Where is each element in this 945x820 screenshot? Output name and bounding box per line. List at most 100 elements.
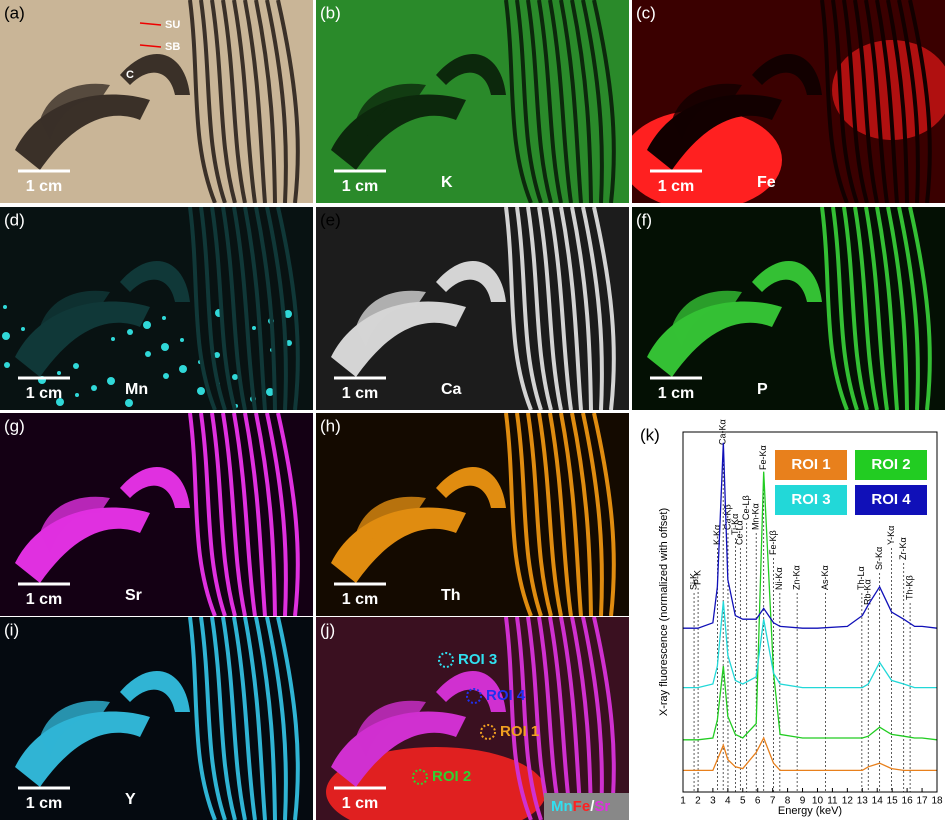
claw [436, 466, 506, 508]
feather [908, 0, 932, 203]
speck [111, 337, 115, 341]
x-tick-label: 13 [857, 796, 869, 807]
legend-part: / [590, 798, 595, 815]
feather [515, 0, 543, 203]
feather [243, 0, 267, 203]
speck [21, 327, 25, 331]
speck [161, 343, 169, 351]
x-tick-label: 10 [812, 796, 824, 807]
feather [570, 0, 593, 203]
element-label: Y [125, 791, 136, 808]
x-tick-label: 6 [755, 796, 761, 807]
scale-label: 1 cm [26, 385, 62, 402]
feather [265, 0, 288, 203]
feather [875, 207, 899, 410]
plot-frame [682, 431, 938, 793]
spectrum-line [683, 601, 937, 689]
feather [188, 0, 217, 203]
red-patch [326, 747, 546, 820]
legend-label: ROI 4 [871, 491, 911, 508]
claw [40, 700, 110, 757]
scale-label: 1 cm [26, 178, 62, 195]
panel-background [0, 207, 313, 410]
feather [853, 0, 879, 203]
panel-label: (i) [4, 620, 19, 639]
scale-label: 1 cm [26, 591, 62, 608]
claw [120, 260, 190, 302]
feather [188, 207, 217, 410]
x-tick-label: 3 [710, 796, 716, 807]
peak-label: Th-Kβ [904, 575, 914, 600]
speck [232, 374, 238, 380]
feather [537, 0, 563, 203]
speck [286, 340, 292, 346]
scale-label: 1 cm [342, 591, 378, 608]
feather [232, 207, 257, 410]
claw [40, 83, 110, 140]
feather [199, 207, 227, 410]
image-panel: (d) 1 cm Mn [0, 207, 313, 410]
element-label: Sr [125, 587, 142, 604]
feather [897, 0, 920, 203]
annotation: SU [165, 19, 180, 31]
x-tick-label: 5 [740, 796, 746, 807]
feather [864, 207, 889, 410]
claw [436, 260, 506, 302]
legend-label: ROI 1 [791, 456, 830, 473]
feather [254, 413, 277, 616]
roi-circle [480, 724, 496, 740]
feather [243, 207, 267, 410]
feather [254, 0, 277, 203]
panel-label: (c) [636, 3, 656, 22]
peak-label: Ca-Kβ [722, 504, 732, 530]
legend-swatch [855, 450, 927, 480]
feather [210, 207, 237, 410]
feather [199, 617, 227, 820]
speck [214, 352, 220, 358]
x-tick-label: 9 [800, 796, 806, 807]
speck [145, 351, 151, 357]
element-label: Th [441, 587, 461, 604]
feather [526, 207, 553, 410]
legend-swatch [775, 485, 847, 515]
feather [831, 0, 859, 203]
claw [752, 260, 822, 302]
feather [592, 207, 616, 410]
speck [3, 305, 7, 309]
feather [199, 413, 227, 616]
feather [210, 617, 237, 820]
speck [163, 373, 169, 379]
feather [276, 207, 300, 410]
speck [107, 377, 115, 385]
y-axis-label: X-ray fluorescence (normalized with offs… [658, 508, 670, 716]
peak-label: Rb-Kα [863, 579, 873, 605]
feather [232, 413, 257, 616]
panel-background [0, 617, 313, 820]
feather [199, 0, 227, 203]
x-tick-label: 8 [785, 796, 791, 807]
speck [197, 387, 205, 395]
speck [180, 338, 184, 342]
panel-background [632, 207, 945, 410]
legend-swatch [855, 485, 927, 515]
x-tick-label: 15 [887, 796, 899, 807]
feather [210, 413, 237, 616]
feather [526, 0, 553, 203]
speck [4, 362, 10, 368]
panel-label: (f) [636, 210, 652, 229]
roi-circle [412, 769, 428, 785]
speck [75, 393, 79, 397]
element-label: K [441, 174, 453, 191]
peak-label: Fe-Kβ [768, 530, 778, 555]
image-panel: (e) 1 cm Ca [316, 207, 629, 410]
feather [559, 0, 583, 203]
peak-label: P-K [692, 570, 702, 585]
speck [266, 388, 274, 396]
roi-label: ROI 2 [432, 768, 471, 785]
image-panel: (a) 1 cm SU SB C [0, 0, 313, 203]
feather [188, 617, 217, 820]
panel-label: (h) [320, 416, 341, 435]
feather [221, 0, 247, 203]
feather [853, 207, 879, 410]
